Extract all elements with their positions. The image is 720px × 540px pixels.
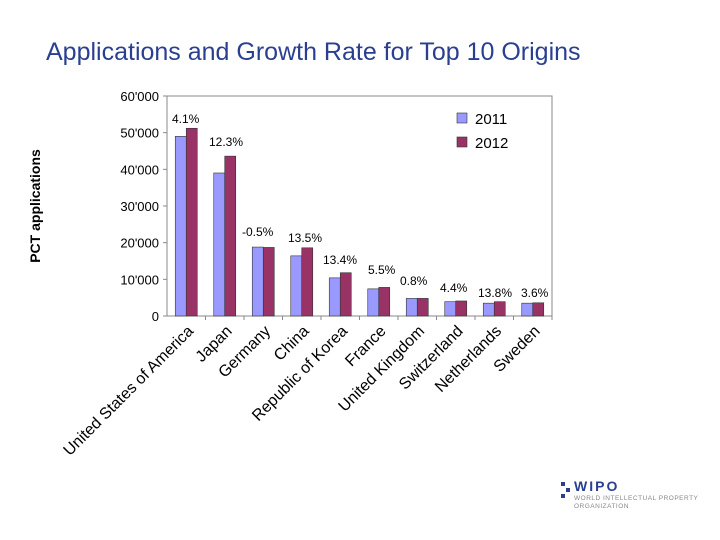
bar-2011 [405,298,418,317]
wipo-logo: WIPO WORLD INTELLECTUAL PROPERTY ORGANIZ… [560,478,700,518]
bar-2011 [328,277,341,317]
bar-2011 [213,172,226,317]
logo-wordmark: WIPO [574,478,620,494]
legend-label-2011: 2011 [475,111,507,128]
growth-rate-label: 0.8% [400,274,428,288]
wipo-emblem-icon [561,482,570,498]
bar-2011 [482,302,495,317]
legend-label-2012: 2012 [475,135,508,152]
bar-2012 [493,301,506,317]
bar-2011 [251,246,264,317]
bar-2011 [290,255,303,317]
y-tick-label: 0 [152,309,159,324]
bar-2011 [174,136,187,317]
growth-rate-label: 3.6% [521,286,549,300]
bar-2012 [301,247,314,317]
growth-rate-label: 13.5% [288,231,322,245]
growth-rate-label: 13.4% [323,253,357,267]
bar-2012 [378,287,391,317]
bar-2012 [262,247,275,317]
y-tick-label: 20'000 [120,236,159,251]
growth-rate-label: 12.3% [209,135,243,149]
y-tick-label: 40'000 [120,162,159,177]
growth-rate-label: -0.5% [242,225,274,239]
bar-2012 [224,155,237,317]
y-axis-label: PCT applications [27,149,43,263]
logo-subtitle: WORLD INTELLECTUAL PROPERTY ORGANIZATION [574,495,699,510]
bar-2012 [416,298,429,317]
y-tick-label: 60'000 [120,89,159,104]
bar-2012 [185,127,198,317]
x-tick-label: United States of America [61,323,198,460]
bar-2011 [521,302,534,317]
y-tick-label: 30'000 [120,199,159,214]
bar-2011 [444,301,457,317]
y-tick-label: 10'000 [120,272,159,287]
legend-swatch-2011 [456,112,468,124]
growth-rate-label: 5.5% [368,263,396,277]
bar-2012 [532,302,545,317]
y-tick-label: 50'000 [120,126,159,141]
bar-2011 [367,288,380,317]
growth-rate-label: 13.8% [478,286,512,300]
growth-rate-label: 4.1% [172,112,200,126]
slide-title: Applications and Growth Rate for Top 10 … [46,38,581,66]
legend-swatch-2012 [456,136,468,148]
growth-rate-label: 4.4% [440,281,468,295]
bar-2012 [339,272,352,317]
bar-2012 [455,300,468,317]
